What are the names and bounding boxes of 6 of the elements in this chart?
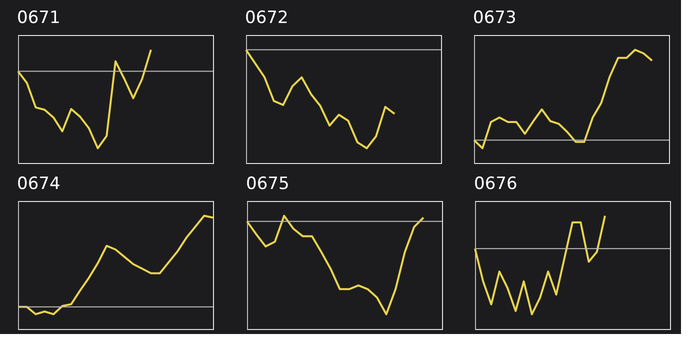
chart-title: 0674	[17, 174, 60, 194]
chart-title: 0676	[474, 174, 518, 194]
chart-title: 0673	[473, 8, 516, 28]
chart-title: 0672	[245, 8, 288, 28]
chart-title: 0671	[17, 8, 60, 28]
chart-title: 0675	[246, 174, 290, 194]
